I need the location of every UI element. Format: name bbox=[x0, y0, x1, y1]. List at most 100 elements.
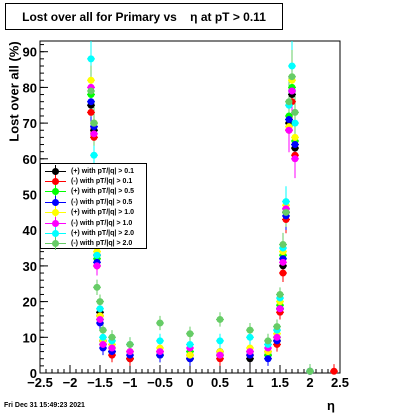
data-point bbox=[264, 355, 272, 363]
legend-marker bbox=[45, 164, 66, 178]
data-point bbox=[126, 340, 134, 348]
data-point bbox=[291, 155, 299, 163]
data-point bbox=[186, 340, 194, 348]
data-point bbox=[90, 151, 98, 159]
data-point bbox=[87, 55, 95, 63]
data-point bbox=[216, 351, 224, 359]
legend-entry: (-) with pT/|q| > 2.0 bbox=[41, 237, 146, 251]
legend-entry: (+) with pT/|q| > 0.1 bbox=[41, 164, 146, 178]
legend-marker bbox=[45, 206, 66, 220]
legend-marker bbox=[45, 185, 66, 199]
y-tick-label: 10 bbox=[23, 330, 37, 345]
data-point bbox=[93, 283, 101, 291]
y-tick-label: 30 bbox=[23, 259, 37, 274]
legend-entry: (+) with pT/|q| > 1.0 bbox=[41, 206, 146, 220]
x-tick-label: 2.5 bbox=[331, 375, 349, 390]
data-points bbox=[87, 55, 338, 375]
x-tick-label: −1 bbox=[123, 375, 138, 390]
data-point bbox=[246, 333, 254, 341]
x-tick-label: 0.5 bbox=[211, 375, 229, 390]
data-point bbox=[99, 333, 107, 341]
data-point bbox=[87, 87, 95, 95]
data-point bbox=[156, 337, 164, 345]
data-point bbox=[279, 269, 287, 277]
data-point bbox=[246, 326, 254, 334]
data-point bbox=[330, 367, 338, 375]
data-point bbox=[96, 305, 104, 313]
legend-label: (+) with pT/|q| > 2.0 bbox=[71, 230, 135, 238]
data-point bbox=[285, 98, 293, 106]
legend-marker bbox=[45, 216, 66, 230]
x-axis-label: η bbox=[327, 398, 335, 413]
x-tick-label: 0 bbox=[186, 375, 193, 390]
data-point bbox=[93, 251, 101, 259]
data-point bbox=[276, 290, 284, 298]
y-tick-label: 50 bbox=[23, 188, 37, 203]
legend-label: (+) with pT/|q| > 0.1 bbox=[71, 167, 135, 175]
data-point bbox=[126, 348, 134, 356]
y-axis-label: Lost over all (%) bbox=[6, 41, 22, 142]
data-point bbox=[285, 126, 293, 134]
data-point bbox=[276, 305, 284, 313]
chart-title: Lost over all for Primary vs η at pT > 0… bbox=[5, 3, 283, 30]
data-point bbox=[291, 141, 299, 149]
legend-label: (-) with pT/|q| > 2.0 bbox=[71, 240, 133, 248]
legend-label: (+) with pT/|q| > 1.0 bbox=[71, 209, 135, 217]
data-point bbox=[96, 315, 104, 323]
data-point bbox=[90, 130, 98, 138]
legend-entry: (-) with pT/|q| > 0.5 bbox=[41, 195, 146, 209]
data-point bbox=[291, 119, 299, 127]
data-point bbox=[282, 198, 290, 206]
data-point bbox=[108, 333, 116, 341]
y-tick-label: 70 bbox=[23, 116, 37, 131]
data-point bbox=[246, 348, 254, 356]
data-point bbox=[291, 133, 299, 141]
data-point bbox=[288, 73, 296, 81]
legend-label: (+) with pT/|q| > 0.5 bbox=[71, 188, 135, 196]
data-point bbox=[288, 87, 296, 95]
data-point bbox=[156, 319, 164, 327]
data-point bbox=[285, 116, 293, 124]
data-point bbox=[306, 367, 314, 375]
legend: (+) with pT/|q| > 0.1 (-) with pT/|q| > 0… bbox=[40, 163, 147, 251]
data-point bbox=[216, 315, 224, 323]
legend-entry: (-) with pT/|q| > 0.1 bbox=[41, 175, 146, 189]
data-point bbox=[90, 119, 98, 127]
data-point bbox=[186, 351, 194, 359]
data-point bbox=[279, 258, 287, 266]
legend-entry: (+) with pT/|q| > 2.0 bbox=[41, 227, 146, 241]
x-tick-label: −0.5 bbox=[147, 375, 173, 390]
legend-label: (-) with pT/|q| > 0.5 bbox=[71, 198, 133, 206]
data-point bbox=[93, 262, 101, 270]
data-point bbox=[264, 337, 272, 345]
y-tick-label: 0 bbox=[30, 366, 37, 381]
data-point bbox=[216, 337, 224, 345]
data-point bbox=[87, 76, 95, 84]
date-stamp: Fri Dec 31 15:49:23 2021 bbox=[4, 402, 85, 409]
legend-entry: (-) with pT/|q| > 1.0 bbox=[41, 216, 146, 230]
legend-label: (-) with pT/|q| > 0.1 bbox=[71, 178, 133, 186]
data-point bbox=[99, 326, 107, 334]
data-point bbox=[156, 348, 164, 356]
data-point bbox=[291, 108, 299, 116]
x-tick-label: −1.5 bbox=[87, 375, 113, 390]
x-tick-label: 2 bbox=[306, 375, 313, 390]
y-tick-label: 20 bbox=[23, 295, 37, 310]
legend-entry: (+) with pT/|q| > 0.5 bbox=[41, 185, 146, 199]
x-tick-label: 1 bbox=[246, 375, 253, 390]
legend-label: (-) with pT/|q| > 1.0 bbox=[71, 219, 133, 227]
data-point bbox=[99, 340, 107, 348]
data-point bbox=[282, 208, 290, 216]
data-point bbox=[279, 240, 287, 248]
data-point bbox=[273, 323, 281, 331]
legend-marker bbox=[45, 227, 66, 241]
data-point bbox=[186, 330, 194, 338]
data-point bbox=[108, 344, 116, 352]
data-point bbox=[87, 108, 95, 116]
legend-marker bbox=[45, 237, 66, 251]
x-tick-label: 1.5 bbox=[271, 375, 289, 390]
x-tick-label: −2.5 bbox=[27, 375, 53, 390]
y-tick-label: 90 bbox=[23, 45, 37, 60]
data-point bbox=[273, 333, 281, 341]
